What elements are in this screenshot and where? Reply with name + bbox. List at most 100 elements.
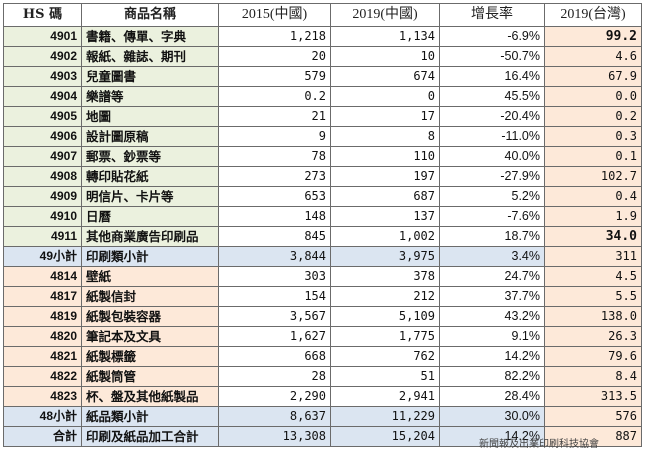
value-2019-china-cell: 15,204 xyxy=(330,426,440,447)
hs-code-cell: 4911 xyxy=(3,226,82,247)
value-2019-china-cell: 1,134 xyxy=(330,26,440,47)
product-name-cell: 地圖 xyxy=(81,106,219,127)
growth-rate-cell: 30.0% xyxy=(439,406,545,427)
value-2019-taiwan-cell: 138.0 xyxy=(544,306,642,327)
value-2019-taiwan-cell: 34.0 xyxy=(544,226,642,247)
value-2019-china-cell: 17 xyxy=(330,106,440,127)
subtotal-row: 49小計 印刷類小計 3,844 3,975 3.4% 311 xyxy=(3,246,642,267)
value-2015-china-cell: 3,567 xyxy=(218,306,331,327)
growth-rate-cell: 3.4% xyxy=(439,246,545,267)
hs-code-cell: 4822 xyxy=(3,366,82,387)
growth-rate-cell: -50.7% xyxy=(439,46,545,67)
value-2019-china-cell: 137 xyxy=(330,206,440,227)
value-2019-taiwan-cell: 67.9 xyxy=(544,66,642,87)
value-2015-china-cell: 579 xyxy=(218,66,331,87)
value-2015-china-cell: 154 xyxy=(218,286,331,307)
product-name-cell: 紙製筒管 xyxy=(81,366,219,387)
value-2019-taiwan-cell: 0.4 xyxy=(544,186,642,207)
product-name-cell: 郵票、鈔票等 xyxy=(81,146,219,167)
growth-rate-cell: 5.2% xyxy=(439,186,545,207)
trade-table: HS 碼 商品名稱 2015(中國) 2019(中國) 增長率 2019(台灣)… xyxy=(3,3,642,447)
value-2015-china-cell: 0.2 xyxy=(218,86,331,107)
table-row: 4817 紙製信封 154 212 37.7% 5.5 xyxy=(3,286,642,307)
table-row: 4823 杯、盤及其他紙製品 2,290 2,941 28.4% 313.5 xyxy=(3,386,642,407)
total-row: 合計 印刷及紙品加工合計 13,308 15,204 14.2% 887 xyxy=(3,426,642,447)
product-name-cell: 紙製標籤 xyxy=(81,346,219,367)
value-2015-china-cell: 9 xyxy=(218,126,331,147)
table-wrapper: HS 碼 商品名稱 2015(中國) 2019(中國) 增長率 2019(台灣)… xyxy=(3,3,642,447)
value-2019-china-cell: 687 xyxy=(330,186,440,207)
growth-rate-cell: -20.4% xyxy=(439,106,545,127)
growth-rate-cell: 28.4% xyxy=(439,386,545,407)
value-2015-china-cell: 13,308 xyxy=(218,426,331,447)
table-row: 4904 樂譜等 0.2 0 45.5% 0.0 xyxy=(3,86,642,107)
value-2019-taiwan-cell: 0.0 xyxy=(544,86,642,107)
subtotal-row: 48小計 紙品類小計 8,637 11,229 30.0% 576 xyxy=(3,406,642,427)
value-2019-taiwan-cell: 99.2 xyxy=(544,26,642,47)
value-2015-china-cell: 8,637 xyxy=(218,406,331,427)
table-row: 4819 紙製包裝容器 3,567 5,109 43.2% 138.0 xyxy=(3,306,642,327)
growth-rate-cell: 37.7% xyxy=(439,286,545,307)
product-name-cell: 杯、盤及其他紙製品 xyxy=(81,386,219,407)
growth-rate-cell: -11.0% xyxy=(439,126,545,147)
value-2015-china-cell: 28 xyxy=(218,366,331,387)
value-2019-china-cell: 3,975 xyxy=(330,246,440,267)
growth-rate-cell: -6.9% xyxy=(439,26,545,47)
hs-code-cell: 4903 xyxy=(3,66,82,87)
hs-code-cell: 合計 xyxy=(3,426,82,447)
value-2019-taiwan-cell: 0.3 xyxy=(544,126,642,147)
table-row: 4907 郵票、鈔票等 78 110 40.0% 0.1 xyxy=(3,146,642,167)
product-name-cell: 印刷及紙品加工合計 xyxy=(81,426,219,447)
hs-code-cell: 48小計 xyxy=(3,406,82,427)
growth-rate-cell: 14.2% xyxy=(439,346,545,367)
value-2019-china-cell: 0 xyxy=(330,86,440,107)
product-name-cell: 樂譜等 xyxy=(81,86,219,107)
hs-code-cell: 4909 xyxy=(3,186,82,207)
hs-code-cell: 4814 xyxy=(3,266,82,287)
value-2019-china-cell: 378 xyxy=(330,266,440,287)
value-2019-taiwan-cell: 4.5 xyxy=(544,266,642,287)
hs-code-cell: 4821 xyxy=(3,346,82,367)
value-2019-china-cell: 674 xyxy=(330,66,440,87)
table-row: 4909 明信片、卡片等 653 687 5.2% 0.4 xyxy=(3,186,642,207)
value-2019-china-cell: 51 xyxy=(330,366,440,387)
hs-code-cell: 4819 xyxy=(3,306,82,327)
hs-code-cell: 4905 xyxy=(3,106,82,127)
table-row: 4821 紙製標籤 668 762 14.2% 79.6 xyxy=(3,346,642,367)
value-2019-taiwan-cell: 8.4 xyxy=(544,366,642,387)
product-name-cell: 印刷類小計 xyxy=(81,246,219,267)
growth-rate-cell: 24.7% xyxy=(439,266,545,287)
value-2019-china-cell: 10 xyxy=(330,46,440,67)
growth-rate-cell: 9.1% xyxy=(439,326,545,347)
header-2019-china: 2019(中國) xyxy=(330,3,440,27)
value-2019-taiwan-cell: 5.5 xyxy=(544,286,642,307)
value-2019-china-cell: 5,109 xyxy=(330,306,440,327)
product-name-cell: 日曆 xyxy=(81,206,219,227)
value-2019-taiwan-cell: 576 xyxy=(544,406,642,427)
table-row: 4903 兒童圖書 579 674 16.4% 67.9 xyxy=(3,66,642,87)
product-name-cell: 轉印貼花紙 xyxy=(81,166,219,187)
product-name-cell: 紙製包裝容器 xyxy=(81,306,219,327)
value-2019-china-cell: 1,775 xyxy=(330,326,440,347)
value-2019-taiwan-cell: 0.2 xyxy=(544,106,642,127)
table-row: 4901 書籍、傳單、字典 1,218 1,134 -6.9% 99.2 xyxy=(3,26,642,47)
value-2015-china-cell: 668 xyxy=(218,346,331,367)
value-2019-taiwan-cell: 102.7 xyxy=(544,166,642,187)
hs-code-cell: 4906 xyxy=(3,126,82,147)
table-row: 4902 報紙、雜誌、期刊 20 10 -50.7% 4.6 xyxy=(3,46,642,67)
value-2015-china-cell: 2,290 xyxy=(218,386,331,407)
value-2015-china-cell: 78 xyxy=(218,146,331,167)
hs-code-cell: 4908 xyxy=(3,166,82,187)
product-name-cell: 設計圖原稿 xyxy=(81,126,219,147)
table-row: 4814 壁紙 303 378 24.7% 4.5 xyxy=(3,266,642,287)
table-row: 4910 日曆 148 137 -7.6% 1.9 xyxy=(3,206,642,227)
value-2019-taiwan-cell: 26.3 xyxy=(544,326,642,347)
table-row: 4820 筆記本及文具 1,627 1,775 9.1% 26.3 xyxy=(3,326,642,347)
value-2015-china-cell: 1,627 xyxy=(218,326,331,347)
product-name-cell: 紙品類小計 xyxy=(81,406,219,427)
hs-code-cell: 4823 xyxy=(3,386,82,407)
header-2019-taiwan: 2019(台灣) xyxy=(544,3,642,27)
growth-rate-cell: 40.0% xyxy=(439,146,545,167)
growth-rate-cell: 18.7% xyxy=(439,226,545,247)
growth-rate-cell: -27.9% xyxy=(439,166,545,187)
